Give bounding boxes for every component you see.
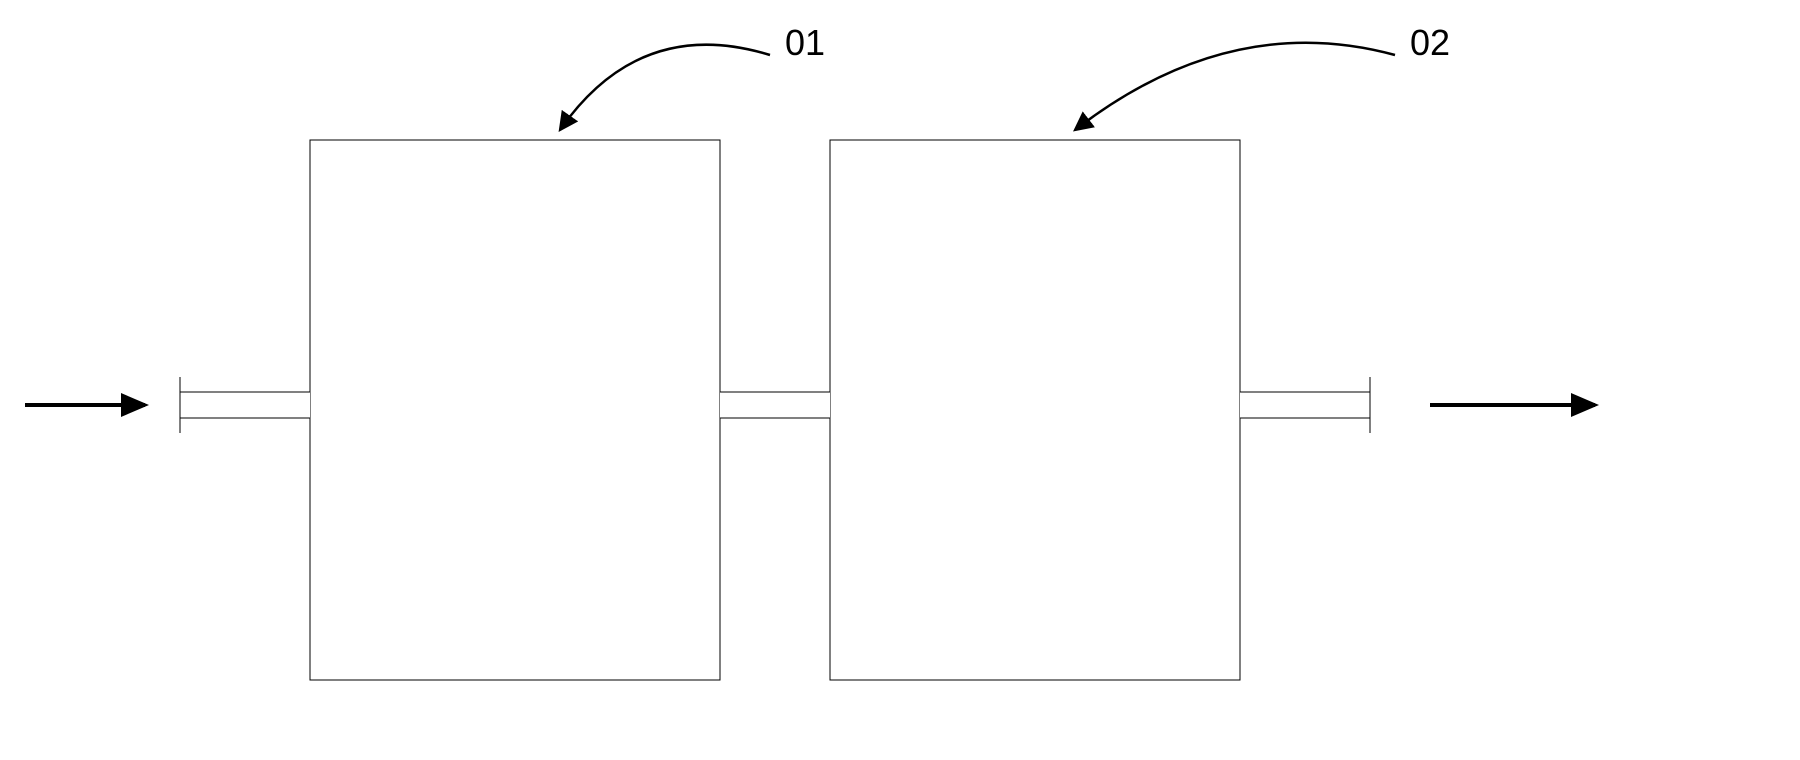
input-connector xyxy=(180,392,310,418)
pointer-arrow-01 xyxy=(560,45,770,130)
label-02: 02 xyxy=(1410,22,1450,64)
pointer-arrow-02 xyxy=(1075,43,1395,130)
block-01 xyxy=(310,140,720,680)
block-02 xyxy=(830,140,1240,680)
label-01: 01 xyxy=(785,22,825,64)
output-connector xyxy=(1240,392,1370,418)
flow-diagram: 01 02 xyxy=(0,0,1800,760)
diagram-svg xyxy=(0,0,1800,760)
middle-connector xyxy=(720,392,830,418)
